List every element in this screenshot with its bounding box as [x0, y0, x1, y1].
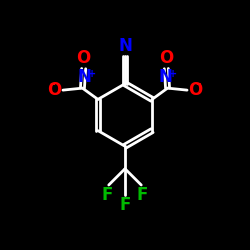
Text: F: F [137, 186, 148, 204]
Text: +: + [88, 68, 96, 78]
Text: F: F [102, 186, 113, 204]
Text: N: N [118, 37, 132, 55]
Text: F: F [119, 196, 131, 214]
Text: N: N [78, 68, 91, 86]
Text: -: - [50, 77, 55, 91]
Text: N: N [159, 68, 172, 86]
Text: +: + [169, 68, 177, 78]
Text: O: O [188, 81, 202, 99]
Text: O: O [48, 81, 62, 99]
Text: O: O [76, 49, 91, 67]
Text: O: O [159, 49, 174, 67]
Text: -: - [195, 77, 201, 91]
